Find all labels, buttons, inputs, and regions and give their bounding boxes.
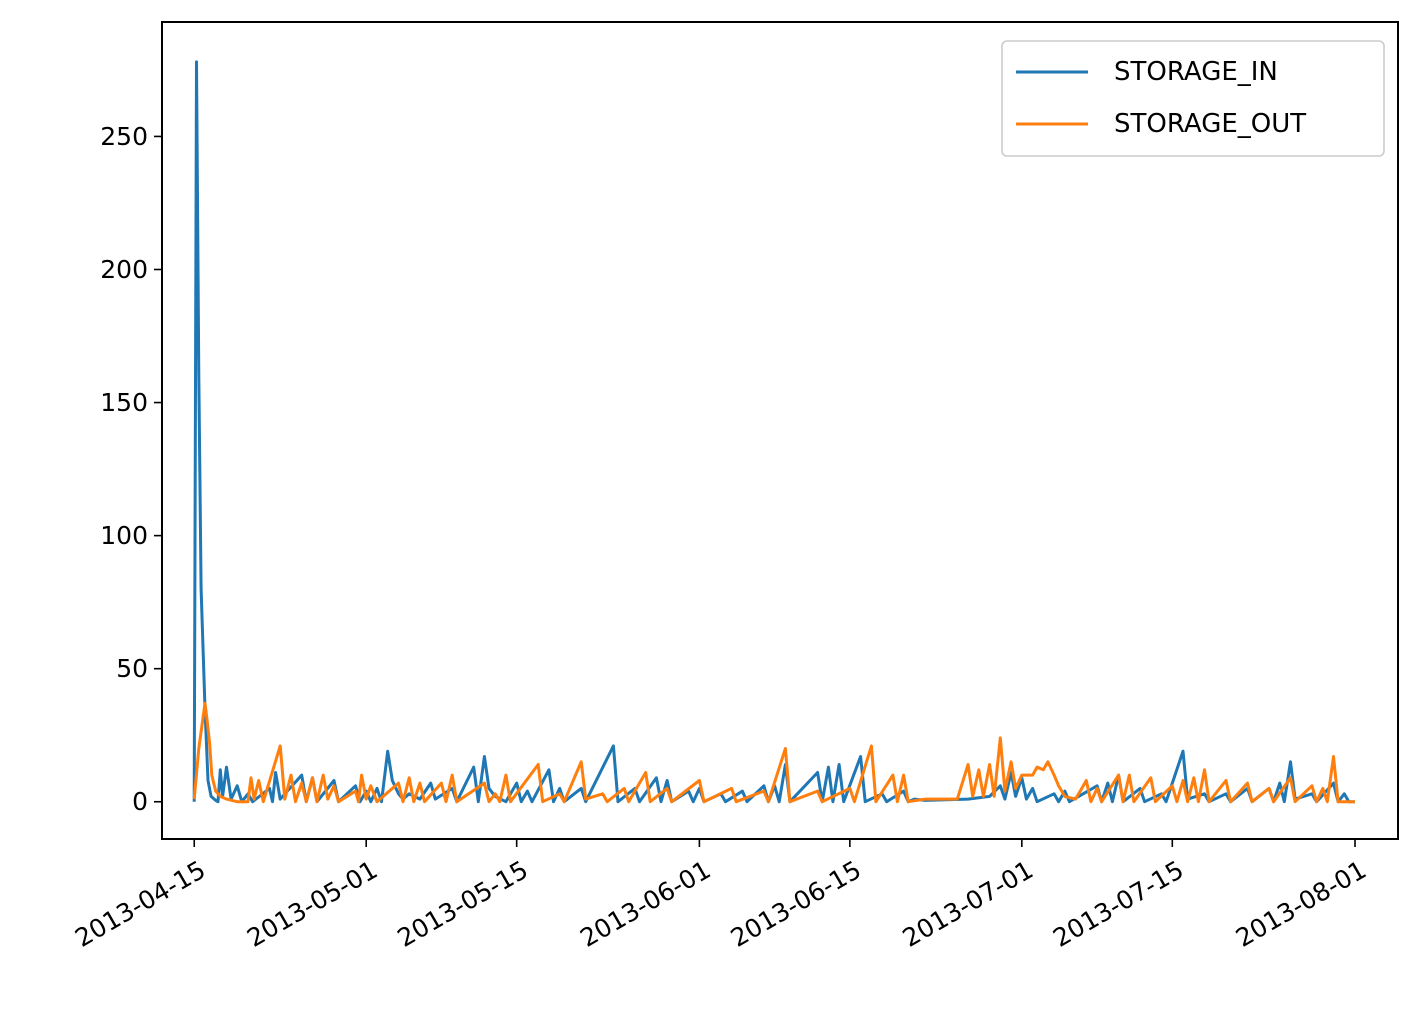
x-tick-label: 2013-04-15 — [70, 855, 210, 953]
y-tick-label: 100 — [100, 521, 148, 550]
legend-label-1: STORAGE_IN — [1114, 57, 1278, 87]
y-tick-label: 200 — [100, 255, 148, 284]
x-tick-label: 2013-07-15 — [1048, 855, 1188, 953]
series-layer — [192, 60, 1355, 804]
y-tick-label: 150 — [100, 388, 148, 417]
plot-frame — [161, 21, 1399, 840]
series-line-2 — [192, 701, 1355, 804]
legend-box — [1001, 40, 1385, 157]
x-tick-label: 2013-07-01 — [898, 855, 1038, 953]
legend: STORAGE_IN STORAGE_OUT — [1001, 40, 1385, 157]
y-tick-label: 250 — [100, 122, 148, 151]
y-axis: 0 50 100 150 200 250 — [100, 122, 162, 816]
legend-label-2: STORAGE_OUT — [1114, 109, 1306, 139]
x-tick-label: 2013-05-01 — [242, 855, 382, 953]
x-tick-label: 2013-06-15 — [726, 855, 866, 953]
y-tick-label: 50 — [116, 654, 148, 683]
x-axis: 2013-04-15 2013-05-01 2013-05-15 2013-06-01… — [70, 839, 1371, 953]
x-tick-label: 2013-08-01 — [1231, 855, 1371, 953]
x-tick-label: 2013-05-15 — [393, 855, 533, 953]
y-tick-label: 0 — [132, 787, 148, 816]
x-tick-label: 2013-06-01 — [575, 855, 715, 953]
plot-area — [162, 22, 1398, 839]
